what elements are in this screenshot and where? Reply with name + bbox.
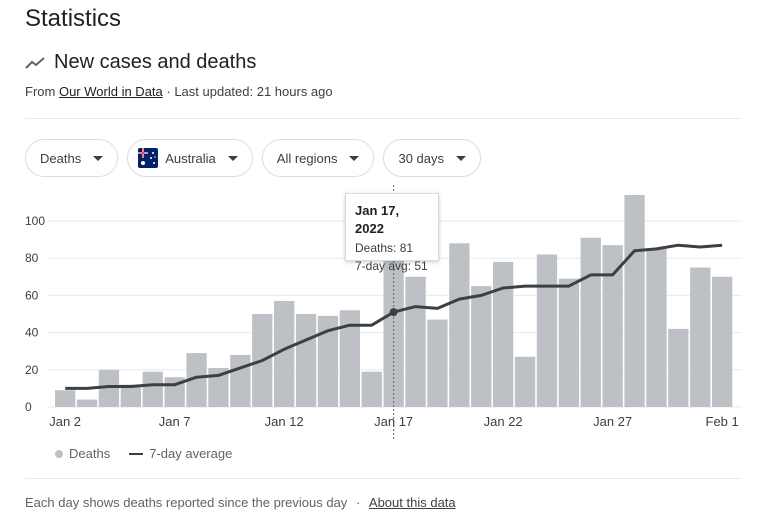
y-tick-label: 40 xyxy=(25,326,39,340)
section-header: New cases and deaths xyxy=(25,51,256,74)
metric-dropdown-label: Deaths xyxy=(40,150,82,166)
deaths-bar xyxy=(602,245,623,407)
deaths-bar xyxy=(558,278,579,407)
deaths-bar xyxy=(580,237,601,407)
deaths-bar xyxy=(712,276,733,407)
deaths-bar xyxy=(624,194,645,407)
footnote-text: Each day shows deaths reported since the… xyxy=(25,495,348,510)
deaths-bar xyxy=(339,310,360,407)
footnote: Each day shows deaths reported since the… xyxy=(25,495,456,510)
tooltip-deaths: Deaths: 81 xyxy=(355,241,414,255)
section-title: New cases and deaths xyxy=(54,51,257,73)
deaths-bar xyxy=(76,399,98,407)
trending-up-icon xyxy=(25,56,45,69)
deaths-bar xyxy=(471,286,492,407)
legend-bars-label: Deaths xyxy=(69,446,111,461)
divider xyxy=(25,118,742,119)
chart-tooltip: Jan 17, 2022 Deaths: 81 7-day avg: 51 xyxy=(345,193,439,273)
deaths-bar xyxy=(449,243,470,407)
y-tick-label: 0 xyxy=(25,400,32,414)
y-tick-label: 80 xyxy=(25,251,39,265)
x-tick-label: Jan 2 xyxy=(49,414,81,429)
tooltip-date: Jan 17, 2022 xyxy=(355,203,400,236)
chart-legend: Deaths 7-day average xyxy=(55,446,232,461)
period-dropdown-label: 30 days xyxy=(398,150,445,166)
deaths-bar xyxy=(536,254,558,407)
highlight-point xyxy=(389,308,398,317)
y-tick-label: 60 xyxy=(25,288,39,302)
y-tick-label: 20 xyxy=(25,363,39,377)
chevron-down-icon xyxy=(349,155,360,161)
deaths-bar xyxy=(274,300,295,407)
deaths-bar xyxy=(208,367,229,407)
deaths-bar xyxy=(55,390,76,407)
tooltip-average: 7-day avg: 51 xyxy=(355,259,428,273)
deaths-bar xyxy=(98,369,120,407)
about-data-link[interactable]: About this data xyxy=(368,495,456,510)
deaths-bar xyxy=(317,315,339,407)
region-dropdown[interactable]: All regions xyxy=(261,139,375,177)
deaths-bar xyxy=(295,314,317,407)
deaths-bar xyxy=(186,353,207,407)
deaths-bar xyxy=(383,256,404,407)
source-line: From Our World in Data · Last updated: 2… xyxy=(25,84,333,99)
metric-dropdown[interactable]: Deaths xyxy=(25,139,119,177)
deaths-bar xyxy=(427,319,448,407)
source-link[interactable]: Our World in Data xyxy=(58,84,163,99)
deaths-bar xyxy=(405,276,426,407)
footnote-separator: · xyxy=(355,495,361,510)
chevron-down-icon xyxy=(227,155,238,161)
deaths-bar xyxy=(361,371,382,407)
deaths-bar xyxy=(142,371,163,407)
x-tick-label: Jan 27 xyxy=(593,414,632,429)
x-tick-label: Jan 7 xyxy=(159,414,191,429)
legend-line-swatch xyxy=(129,452,144,455)
country-dropdown-label: Australia xyxy=(165,150,216,166)
divider xyxy=(25,478,742,479)
deaths-chart[interactable]: 0 20 40 60 80 100 Jan 2 Jan 7 Jan 12 Jan 17 Jan 22… xyxy=(0,185,777,445)
region-dropdown-label: All regions xyxy=(276,150,338,166)
x-tick-label: Jan 17 xyxy=(374,414,413,429)
deaths-bar xyxy=(690,267,711,407)
source-prefix: From xyxy=(25,84,56,99)
x-tick-label: Feb 1 xyxy=(706,414,739,429)
chevron-down-icon xyxy=(456,155,467,161)
deaths-bar xyxy=(493,261,514,407)
filter-bar: Deaths Australia All regions 30 days xyxy=(25,139,482,177)
chevron-down-icon xyxy=(93,155,104,161)
deaths-bar xyxy=(646,248,667,407)
legend-bar-swatch xyxy=(55,449,63,458)
x-tick-label: Jan 12 xyxy=(265,414,304,429)
deaths-bar xyxy=(120,384,141,407)
page-title: Statistics xyxy=(25,5,122,32)
y-tick-label: 100 xyxy=(25,214,45,228)
period-dropdown[interactable]: 30 days xyxy=(383,139,482,177)
deaths-bar xyxy=(668,328,689,407)
country-dropdown[interactable]: Australia xyxy=(127,139,253,177)
deaths-bar xyxy=(230,354,251,407)
deaths-bar xyxy=(514,356,536,407)
legend-line-label: 7-day average xyxy=(149,446,233,461)
australia-flag-icon xyxy=(138,148,159,168)
x-tick-label: Jan 22 xyxy=(484,414,523,429)
last-updated: · Last updated: 21 hours ago xyxy=(166,84,333,99)
